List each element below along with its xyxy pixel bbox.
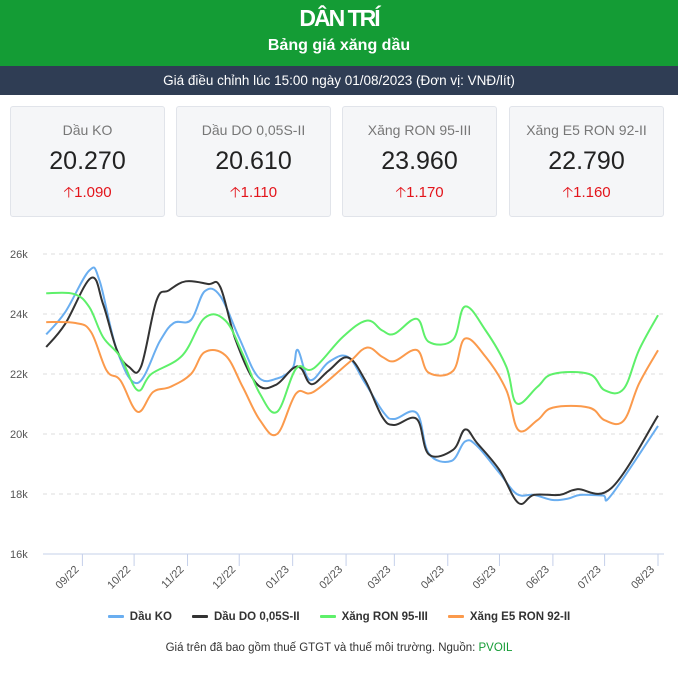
legend-swatch: [191, 615, 208, 619]
arrow-up-icon: 🡡: [395, 184, 407, 201]
x-tick-label: 05/23: [471, 564, 499, 592]
x-tick-label: 02/23: [317, 564, 345, 592]
y-tick-label: 22k: [10, 369, 28, 381]
legend-item[interactable]: Dầu KO: [107, 611, 172, 623]
series-line-2: [46, 291, 659, 414]
price-change: 🡡1.110: [177, 182, 330, 207]
legend-swatch: [447, 615, 464, 619]
legend-swatch: [107, 615, 124, 619]
change-value: 1.110: [240, 184, 278, 201]
x-tick-label: 10/22: [105, 564, 133, 592]
legend-label: Xăng E5 RON 92-II: [469, 611, 571, 623]
price-change: 🡡1.090: [11, 182, 164, 207]
y-tick-label: 24k: [10, 309, 28, 321]
y-tick-label: 18k: [10, 489, 28, 501]
fuel-name: Dầu DO 0,05S-II: [201, 122, 306, 138]
series-line-1: [45, 276, 659, 505]
x-tick-label: 01/23: [264, 564, 292, 592]
fuel-price: 23.960: [381, 147, 458, 175]
change-value: 1.170: [406, 184, 444, 201]
change-value: 1.090: [74, 184, 112, 201]
series-line-0: [45, 266, 659, 502]
price-card: Dầu DO 0,05S-II 20.610 🡡1.110: [176, 106, 331, 217]
x-tick-label: 11/22: [159, 564, 186, 591]
fuel-price: 22.790: [548, 147, 625, 175]
fuel-price: 20.270: [49, 147, 126, 175]
x-tick-label: 08/23: [629, 564, 657, 592]
y-tick-label: 20k: [10, 429, 28, 441]
y-tick-label: 16k: [10, 549, 28, 561]
x-tick-label: 06/23: [524, 564, 552, 592]
x-tick-label: 12/22: [210, 564, 238, 592]
fuel-name: Dầu KO: [62, 122, 113, 138]
price-card: Xăng E5 RON 92-II 22.790 🡡1.160: [509, 106, 664, 217]
legend-label: Dầu DO 0,05S-II: [213, 611, 300, 623]
fuel-name: Xăng E5 RON 92-II: [526, 122, 647, 138]
series-line-3: [46, 320, 659, 437]
footer-text: Giá trên đã bao gồm thuế GTGT và thuế mô…: [165, 642, 479, 654]
x-tick-label: 07/23: [576, 564, 604, 592]
fuel-price: 20.610: [215, 147, 292, 175]
x-tick-label: 09/22: [54, 564, 82, 592]
legend-swatch: [319, 615, 336, 619]
legend-item[interactable]: Dầu DO 0,05S-II: [191, 611, 300, 623]
price-chart: 16k 18k 20k 22k 24k 26k 09/22 10/22 11/22 12/22 01…: [10, 249, 664, 592]
x-tick-label: 04/23: [419, 564, 447, 592]
legend-label: Xăng RON 95-III: [341, 611, 428, 623]
price-card: Dầu KO 20.270 🡡1.090: [10, 106, 165, 217]
footer-note: Giá trên đã bao gồm thuế GTGT và thuế mô…: [0, 642, 678, 654]
change-value: 1.160: [573, 184, 611, 201]
page-title: Bảng giá xăng dầu: [267, 37, 411, 54]
chart-legend: Dầu KO Dầu DO 0,05S-II Xăng RON 95-III Xăng…: [0, 611, 678, 623]
price-change: 🡡1.160: [510, 182, 663, 207]
arrow-up-icon: 🡡: [562, 184, 574, 201]
fuel-name: Xăng RON 95-III: [367, 122, 472, 138]
arrow-up-icon: 🡡: [229, 184, 241, 201]
arrow-up-icon: 🡡: [63, 184, 75, 201]
x-tick-label: 03/23: [366, 564, 394, 592]
y-tick-label: 26k: [10, 249, 28, 261]
dantri-logo: DÂN TRÍ: [299, 5, 380, 31]
header: DÂN TRÍ Bảng giá xăng dầu: [0, 0, 678, 66]
price-card: Xăng RON 95-III 23.960 🡡1.170: [342, 106, 497, 217]
legend-item[interactable]: Xăng E5 RON 92-II: [447, 611, 571, 623]
source-link[interactable]: PVOIL: [478, 642, 513, 654]
legend-item[interactable]: Xăng RON 95-III: [319, 611, 428, 623]
legend-label: Dầu KO: [129, 611, 172, 623]
price-change: 🡡1.170: [343, 182, 496, 207]
subtitle-bar: Giá điều chỉnh lúc 15:00 ngày 01/08/2023…: [0, 66, 678, 95]
